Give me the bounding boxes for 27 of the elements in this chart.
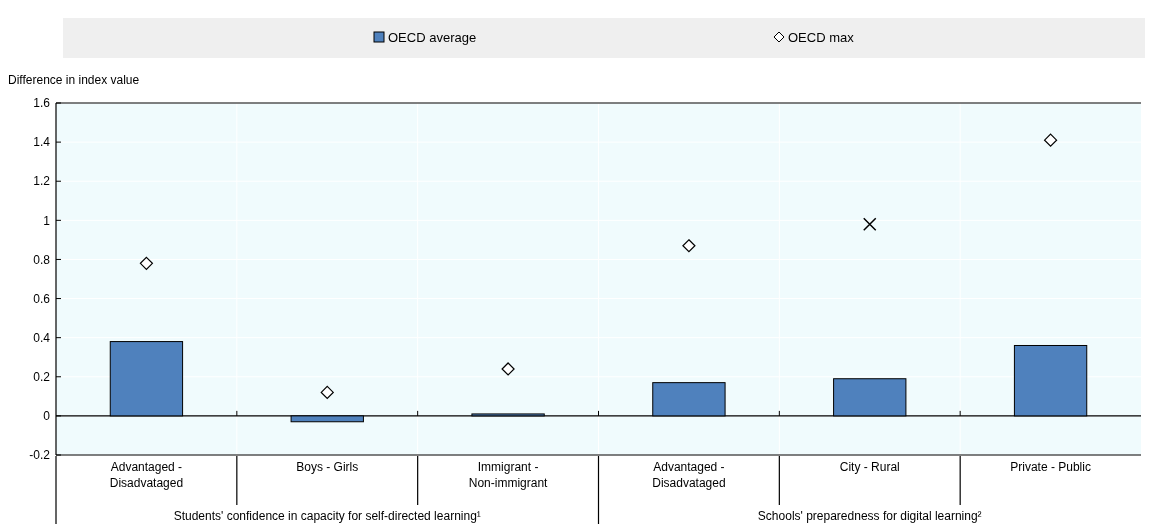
point: [863, 217, 877, 231]
point: [501, 362, 515, 376]
point: [139, 256, 154, 270]
x-tick-label: Immigrant - Non-immigrant: [468, 460, 549, 490]
y-tick-label: 0.6: [33, 291, 51, 306]
y-tick-label: 0.8: [33, 252, 51, 267]
x-tick-label: Advantaged - Disadvataged: [109, 460, 184, 490]
point: [320, 385, 334, 400]
x-tick-label: Advantaged - Disadvataged: [652, 460, 726, 490]
y-tick-label: 0: [43, 409, 51, 424]
y-tick-label: 1: [43, 213, 51, 228]
text: Schools' preparedness for digital learning²: [757, 509, 982, 523]
y-tick-label: -0.2: [29, 448, 51, 463]
y-tick-label: 1.2: [33, 174, 51, 189]
x-tick-label: City - Rural: [839, 460, 900, 474]
point: [682, 239, 696, 253]
y-axis-title: Difference in index value: [8, 73, 140, 87]
y-tick-label: 0.4: [33, 330, 51, 345]
y-tick-label: 1.6: [33, 96, 51, 111]
x-tick-label: Private - Public: [1010, 460, 1091, 474]
point: [1043, 133, 1058, 147]
y-tick-label: 1.4: [33, 135, 51, 150]
text: Students' confidence in capacity for self-directed learning¹: [173, 509, 481, 523]
legend-label: OECD max: [788, 30, 855, 45]
legend-label: OECD average: [388, 30, 477, 45]
x-tick-label: Boys - Girls: [296, 460, 359, 474]
y-tick-label: 0.2: [33, 369, 51, 384]
